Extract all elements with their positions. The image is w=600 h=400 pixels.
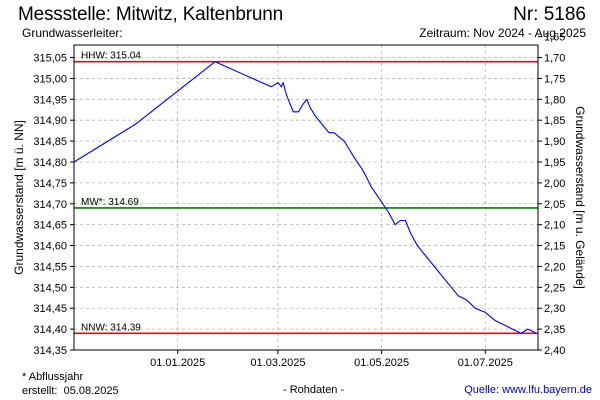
mw-line-label: MW*: 314.69 <box>81 197 139 208</box>
y-tick-label: 314,95 <box>33 94 67 106</box>
y2-tick-label: 1,85 <box>544 115 565 127</box>
y-tick-label: 314,75 <box>33 178 67 190</box>
y-tick-label: 314,85 <box>33 136 67 148</box>
x-tick-label: 01.01.2025 <box>150 357 205 369</box>
x-tick-label: 01.07.2025 <box>458 357 513 369</box>
y2-tick-label: 1,70 <box>544 53 565 65</box>
station-number: Nr: 5186 <box>513 4 586 25</box>
hhw-line-label: HHW: 315.04 <box>81 51 141 62</box>
groundwater-level-line <box>73 61 537 334</box>
y2-tick-label: 2,05 <box>544 199 565 211</box>
created-label: erstellt: <box>22 385 58 397</box>
y-tick-label: 315,05 <box>33 53 67 65</box>
source-label: Quelle: <box>464 384 500 396</box>
plot-area <box>74 45 538 350</box>
y2-tick-label: 2,30 <box>544 303 565 315</box>
x-tick-label: 01.03.2025 <box>250 357 305 369</box>
x-tick-label: 01.05.2025 <box>354 357 409 369</box>
period-label: Zeitraum: Nov 2024 - Aug 2025 <box>419 26 586 40</box>
y-tick-label: 314,65 <box>33 220 67 232</box>
y-tick-label: 314,40 <box>33 324 67 336</box>
y2-tick-label: 1,80 <box>544 94 565 106</box>
y2-tick-label: 2,00 <box>544 178 565 190</box>
y-tick-label: 314,55 <box>33 261 67 273</box>
y-axis-label: Grundwasserstand [m ü. NN] <box>12 120 26 275</box>
station-title: Messstelle: Mitwitz, Kaltenbrunn <box>18 4 283 25</box>
source-link[interactable]: www.lfu.bayern.de <box>502 384 592 396</box>
y2-tick-label: 2,20 <box>544 261 565 273</box>
footnote-hydrological-year: * Abflussjahr <box>22 371 84 383</box>
y2-tick-label: 1,65 <box>544 32 565 44</box>
y2-axis-label: Grundwasserstand [m u. Gelände] <box>573 106 587 289</box>
y-tick-label: 314,50 <box>33 282 67 294</box>
y2-tick-label: 1,95 <box>544 157 565 169</box>
y2-tick-label: 2,15 <box>544 241 565 253</box>
y2-tick-label: 2,40 <box>544 345 565 357</box>
y-tick-label: 314,35 <box>33 345 67 357</box>
y-tick-label: 314,70 <box>33 199 67 211</box>
y2-tick-label: 2,10 <box>544 220 565 232</box>
y-tick-label: 315,00 <box>33 73 67 85</box>
y2-tick-label: 2,35 <box>544 324 565 336</box>
created-date: erstellt: 05.08.2025 <box>22 385 119 397</box>
y-tick-label: 314,80 <box>33 157 67 169</box>
y2-tick-label: 1,90 <box>544 136 565 148</box>
y2-tick-label: 2,25 <box>544 282 565 294</box>
y-tick-label: 314,60 <box>33 241 67 253</box>
source: Quelle: www.lfu.bayern.de <box>464 384 592 396</box>
plot-frame <box>73 44 539 351</box>
nnw-line-label: NNW: 314.39 <box>81 322 141 333</box>
y2-tick-label: 1,75 <box>544 73 565 85</box>
raw-data-label: - Rohdaten - <box>283 384 345 396</box>
aquifer-label: Grundwasserleiter: <box>22 26 123 40</box>
y-tick-label: 314,45 <box>33 303 67 315</box>
y-tick-label: 314,90 <box>33 115 67 127</box>
created-value: 05.08.2025 <box>63 385 119 397</box>
